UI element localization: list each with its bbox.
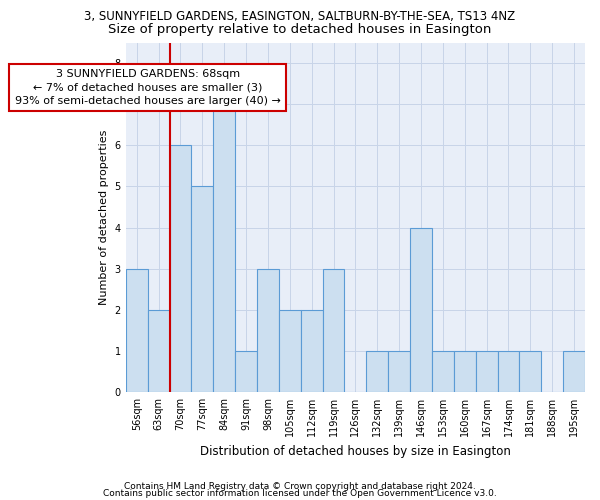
Bar <box>126 268 148 392</box>
Bar <box>257 268 279 392</box>
Text: Contains public sector information licensed under the Open Government Licence v3: Contains public sector information licen… <box>103 489 497 498</box>
Bar <box>367 351 388 392</box>
Bar <box>213 104 235 392</box>
Bar <box>432 351 454 392</box>
Bar <box>476 351 497 392</box>
Text: Size of property relative to detached houses in Easington: Size of property relative to detached ho… <box>109 22 491 36</box>
Bar <box>323 268 344 392</box>
Text: 3, SUNNYFIELD GARDENS, EASINGTON, SALTBURN-BY-THE-SEA, TS13 4NZ: 3, SUNNYFIELD GARDENS, EASINGTON, SALTBU… <box>85 10 515 23</box>
Bar <box>563 351 585 392</box>
Bar <box>279 310 301 392</box>
Text: 3 SUNNYFIELD GARDENS: 68sqm
← 7% of detached houses are smaller (3)
93% of semi-: 3 SUNNYFIELD GARDENS: 68sqm ← 7% of deta… <box>15 69 281 106</box>
Bar <box>454 351 476 392</box>
X-axis label: Distribution of detached houses by size in Easington: Distribution of detached houses by size … <box>200 444 511 458</box>
Text: Contains HM Land Registry data © Crown copyright and database right 2024.: Contains HM Land Registry data © Crown c… <box>124 482 476 491</box>
Y-axis label: Number of detached properties: Number of detached properties <box>99 130 109 305</box>
Bar <box>235 351 257 392</box>
Bar <box>497 351 520 392</box>
Bar <box>301 310 323 392</box>
Bar <box>520 351 541 392</box>
Bar <box>148 310 170 392</box>
Bar <box>388 351 410 392</box>
Bar <box>410 228 432 392</box>
Bar <box>191 186 213 392</box>
Bar <box>170 146 191 392</box>
